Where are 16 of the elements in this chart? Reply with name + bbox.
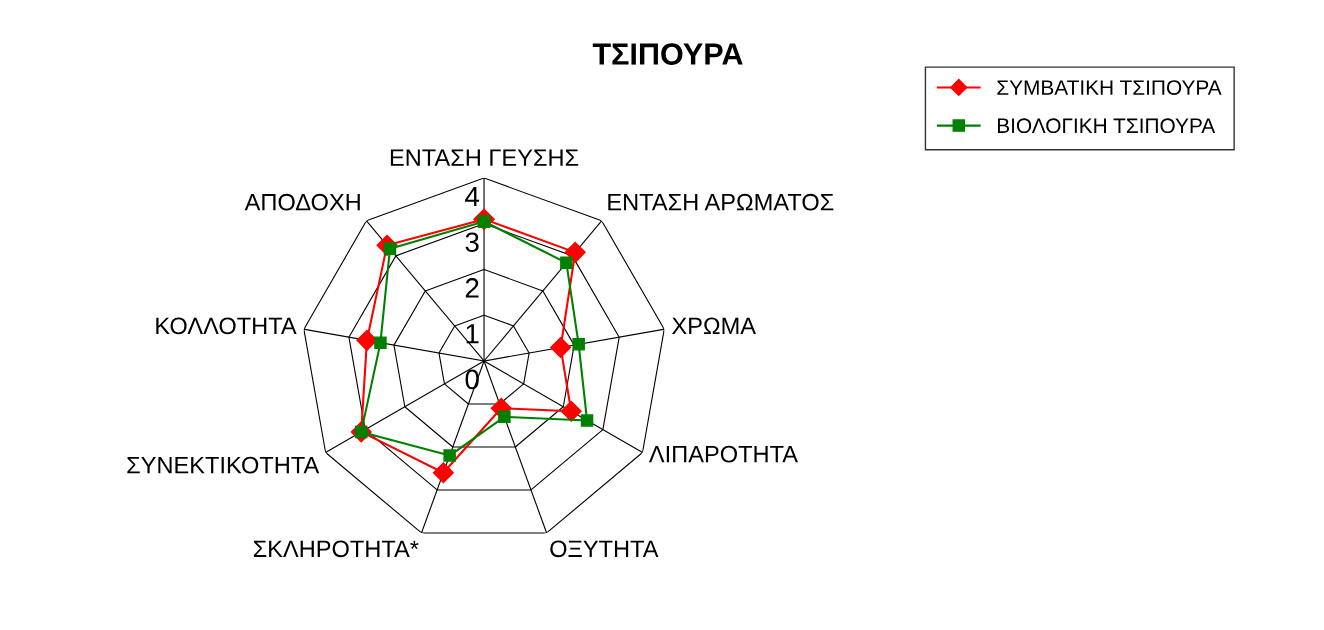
y-tick-label: 2 <box>465 278 479 298</box>
spoke-label: ΕΝΤΑΣΗ ΑΡΩΜΑΤΟΣ <box>608 193 834 211</box>
legend-label: ΒΙΟΛΟΓΙΚΗ ΤΣΙΠΟΥΡΑ <box>997 118 1216 134</box>
spoke-label: ΛΙΠΑΡΟΤΗΤΑ <box>648 445 798 463</box>
spoke-label: ΑΠΟΔΟΧΗ <box>244 193 360 211</box>
spoke-label: ΣΥΝΕΚΤΙΚΟΤΗΤΑ <box>127 456 320 474</box>
y-tick-label: 3 <box>465 232 479 253</box>
y-tick-label: 4 <box>465 186 480 207</box>
chart-title: ΤΣΙΠΟΥΡΑ <box>592 43 743 65</box>
spoke-label: ΧΡΩΜΑ <box>671 317 756 335</box>
spoke-label: ΕΝΤΑΣΗ ΓΕΥΣΗΣ <box>390 149 579 166</box>
y-tick-label: 1 <box>466 324 479 344</box>
spoke-label: ΚΟΛΛΟΤΗΤΑ <box>156 317 297 335</box>
spoke-label: ΣΚΛΗΡΟΤΗΤΑ* <box>253 540 419 558</box>
legend-label: ΣΥΜΒΑΤΙΚΗ ΤΣΙΠΟΥΡΑ <box>997 80 1222 95</box>
spoke-label: ΟΞΥΤΗΤΑ <box>550 540 659 558</box>
